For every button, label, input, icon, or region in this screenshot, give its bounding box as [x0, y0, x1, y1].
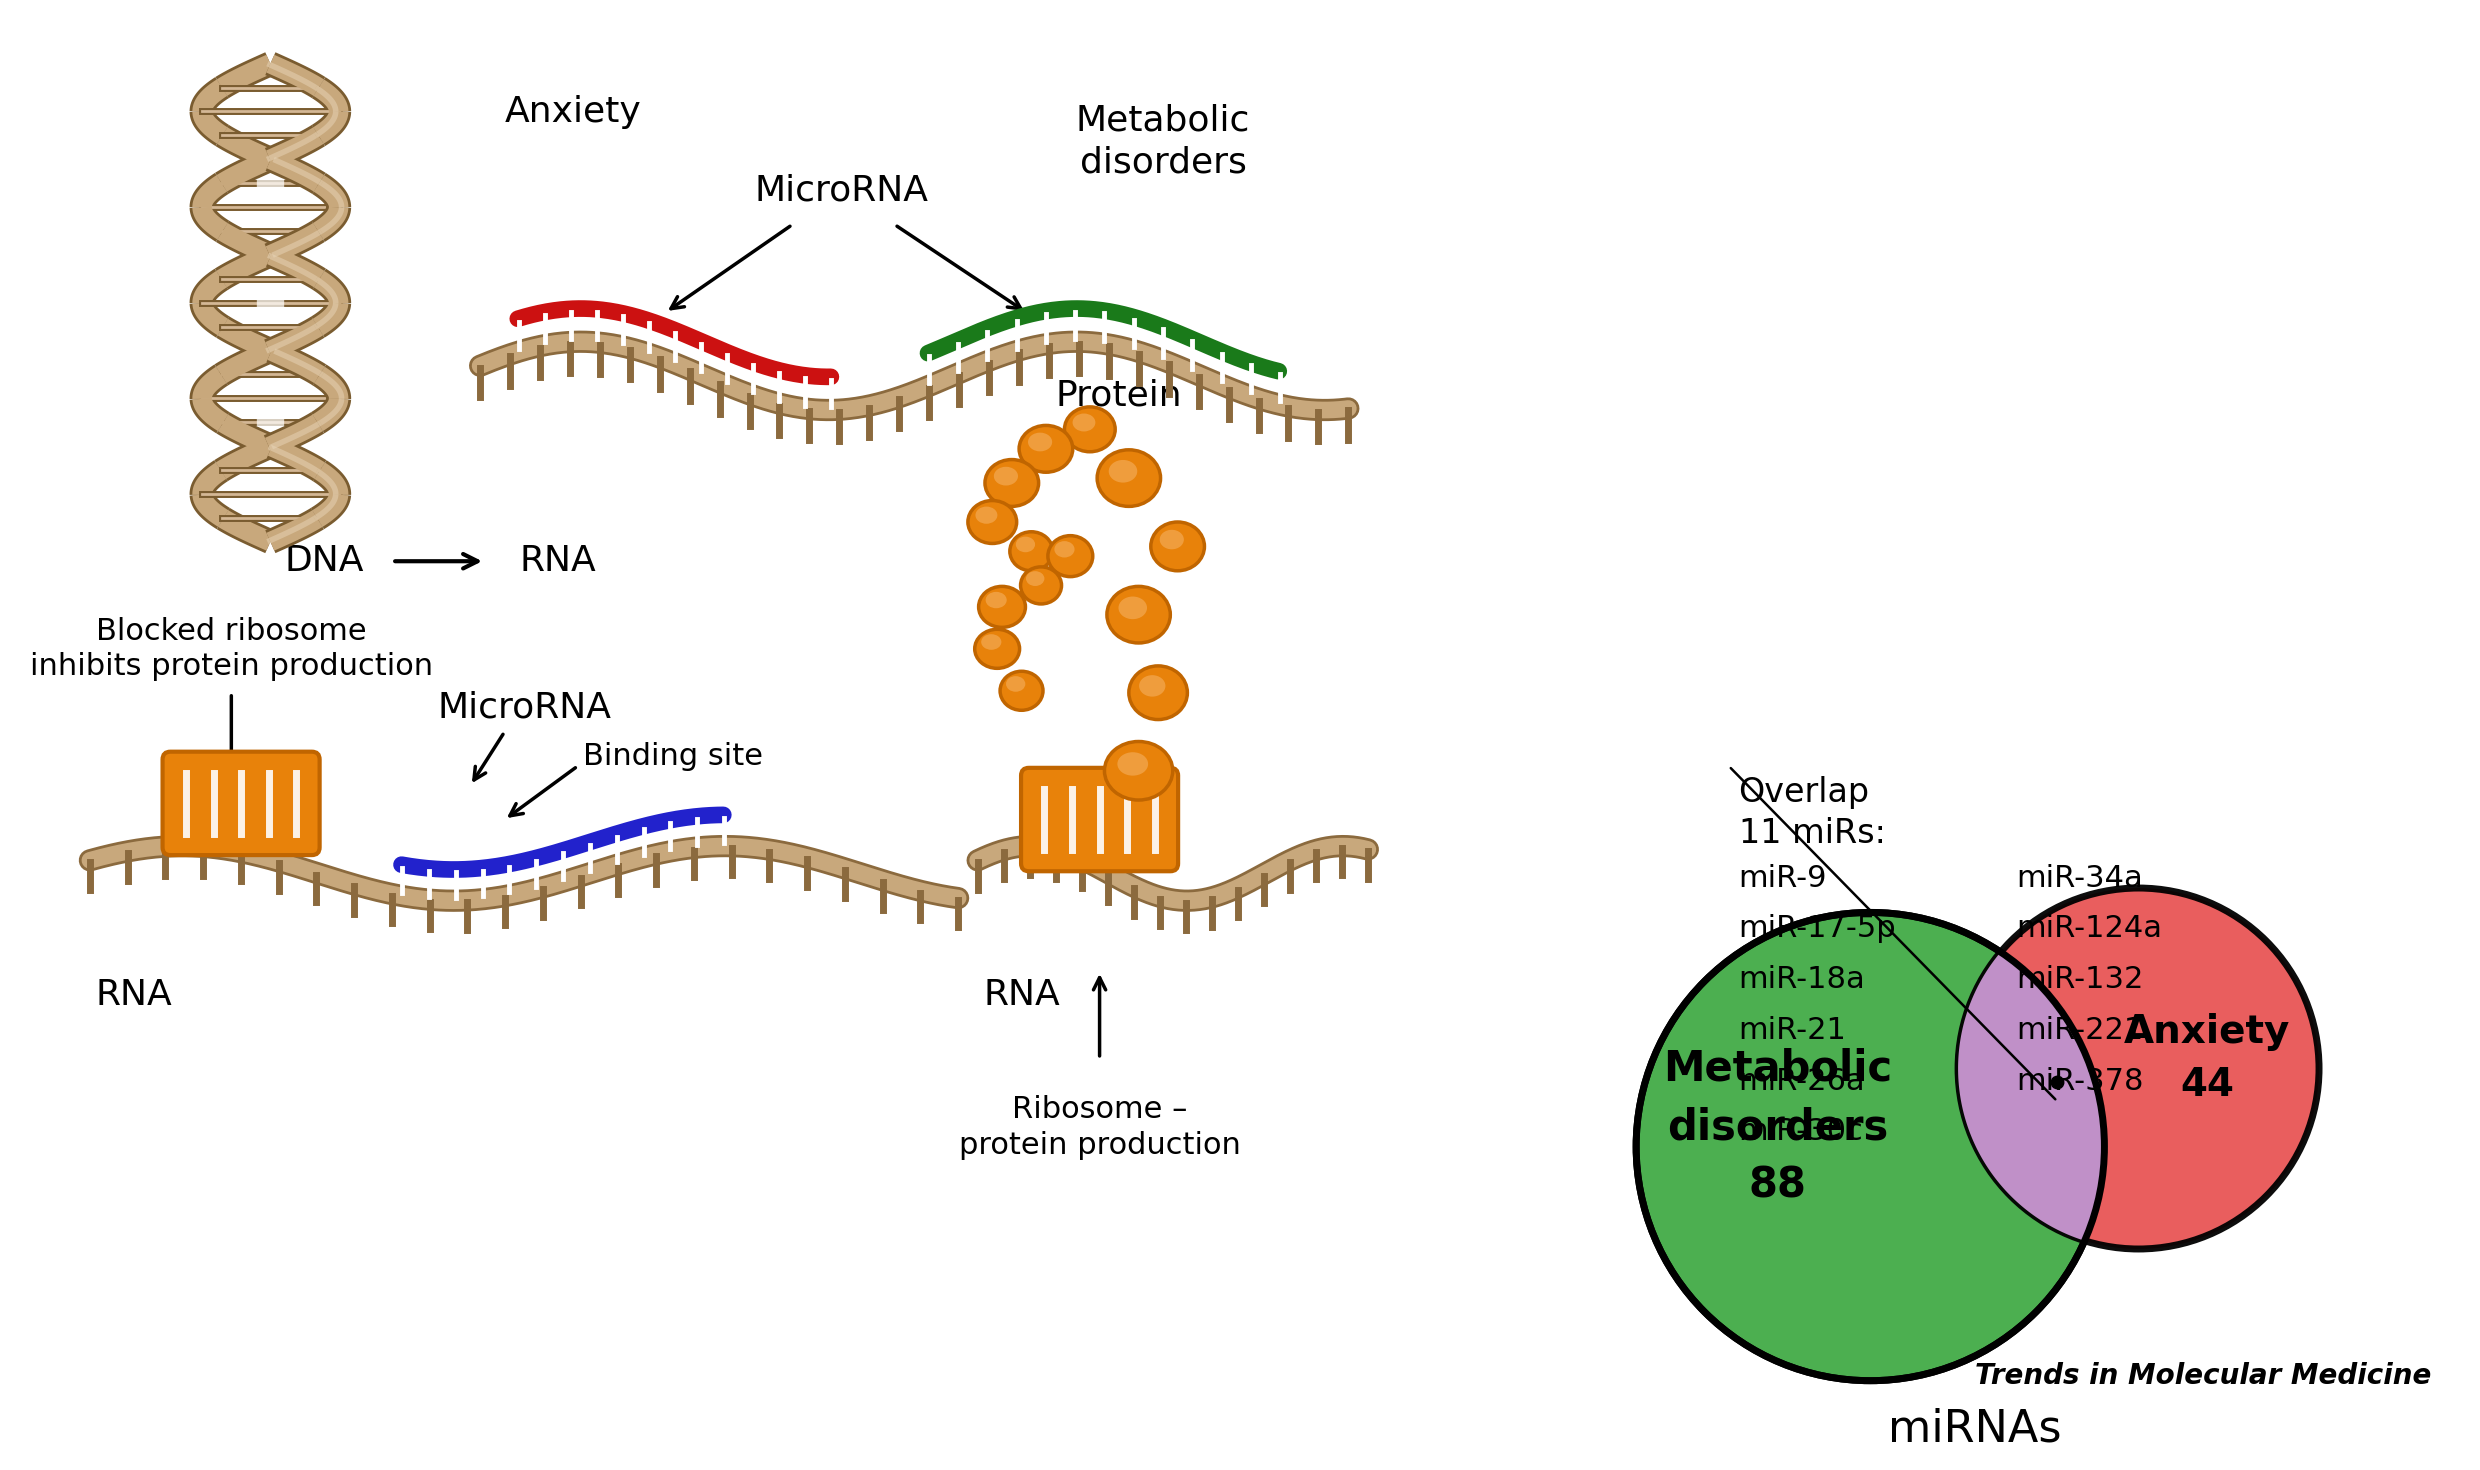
Polygon shape — [1959, 953, 2106, 1241]
Text: miR-18a: miR-18a — [1738, 966, 1865, 994]
Text: miR-124a: miR-124a — [2016, 914, 2163, 944]
Ellipse shape — [1029, 432, 1052, 451]
Ellipse shape — [1007, 676, 1024, 692]
Ellipse shape — [975, 629, 1019, 669]
Text: miR-378: miR-378 — [2016, 1067, 2145, 1095]
Ellipse shape — [1151, 522, 1205, 570]
Ellipse shape — [975, 507, 997, 523]
FancyBboxPatch shape — [164, 751, 320, 856]
Circle shape — [1637, 913, 2106, 1380]
FancyBboxPatch shape — [1022, 767, 1178, 872]
Ellipse shape — [1096, 450, 1161, 506]
Text: miR-34a: miR-34a — [2016, 864, 2143, 892]
Ellipse shape — [1138, 675, 1166, 697]
Text: Ribosome –
protein production: Ribosome – protein production — [960, 1095, 1240, 1160]
Text: RNA: RNA — [521, 544, 598, 578]
Ellipse shape — [1064, 407, 1116, 451]
Text: miR-9: miR-9 — [1738, 864, 1828, 892]
Text: Overlap: Overlap — [1738, 776, 1870, 809]
Text: Trends in Molecular Medicine: Trends in Molecular Medicine — [1974, 1361, 2430, 1389]
Ellipse shape — [1049, 535, 1094, 576]
Ellipse shape — [985, 592, 1007, 609]
Text: miR-17-5p: miR-17-5p — [1738, 914, 1897, 944]
Text: Anxiety
44: Anxiety 44 — [2123, 1013, 2289, 1104]
Ellipse shape — [994, 467, 1017, 485]
Ellipse shape — [1118, 753, 1148, 776]
Text: Blocked ribosome
inhibits protein production: Blocked ribosome inhibits protein produc… — [30, 616, 434, 682]
Text: MicroRNA: MicroRNA — [436, 691, 610, 725]
Ellipse shape — [967, 501, 1017, 544]
Text: DNA: DNA — [285, 544, 365, 578]
Text: miR-26a: miR-26a — [1738, 1067, 1865, 1095]
Ellipse shape — [1109, 460, 1138, 482]
Ellipse shape — [1017, 537, 1034, 553]
Text: Metabolic
disorders: Metabolic disorders — [1076, 104, 1250, 179]
Polygon shape — [1959, 953, 2106, 1241]
Ellipse shape — [985, 460, 1039, 506]
Text: miR-21: miR-21 — [1738, 1016, 1848, 1045]
Ellipse shape — [1054, 541, 1074, 557]
Ellipse shape — [1071, 413, 1096, 432]
Text: Protein: Protein — [1056, 378, 1183, 413]
Ellipse shape — [1027, 572, 1044, 587]
Text: Metabolic
disorders
88: Metabolic disorders 88 — [1664, 1048, 1892, 1207]
Ellipse shape — [1128, 666, 1188, 719]
Text: RNA: RNA — [982, 979, 1059, 1013]
Ellipse shape — [1104, 741, 1173, 800]
Ellipse shape — [999, 672, 1044, 710]
Text: miRNAs: miRNAs — [1887, 1408, 2061, 1451]
Ellipse shape — [1009, 532, 1052, 570]
Text: miR-30c: miR-30c — [1738, 1117, 1862, 1147]
Text: MicroRNA: MicroRNA — [754, 173, 928, 207]
Text: Anxiety: Anxiety — [503, 96, 642, 129]
Ellipse shape — [1106, 587, 1171, 642]
Ellipse shape — [1118, 597, 1148, 619]
Text: miR-221: miR-221 — [2016, 1016, 2143, 1045]
Ellipse shape — [1161, 529, 1183, 550]
Text: miR-132: miR-132 — [2016, 966, 2145, 994]
Text: RNA: RNA — [94, 979, 171, 1013]
Ellipse shape — [1019, 425, 1074, 472]
Ellipse shape — [982, 634, 1002, 650]
Text: 11 miRs:: 11 miRs: — [1738, 817, 1885, 850]
Circle shape — [1959, 888, 2319, 1250]
Ellipse shape — [1022, 567, 1061, 604]
Ellipse shape — [980, 587, 1024, 628]
Text: Binding site: Binding site — [583, 742, 761, 770]
